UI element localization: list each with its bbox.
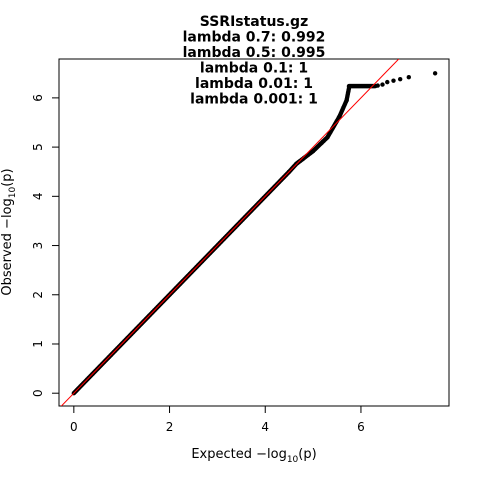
x-tick-label: 0 [70, 420, 78, 434]
title-line: lambda 0.1: 1 [200, 61, 308, 77]
y-tick-label: 4 [31, 193, 45, 201]
y-axis-label-log: −log [0, 198, 15, 229]
title-line: SSRIstatus.gz [200, 14, 308, 30]
title-line: lambda 0.5: 0.995 [183, 45, 326, 61]
title-line: lambda 0.001: 1 [190, 92, 318, 108]
data-point [406, 75, 411, 80]
y-axis-label-suffix: (p) [0, 168, 15, 186]
y-tick-label: 6 [31, 94, 45, 102]
x-axis-label-suffix: (p) [298, 447, 316, 462]
x-axis-label: Expected −log10(p) [191, 447, 316, 465]
x-axis-label-log: −log [256, 447, 287, 462]
title-line: lambda 0.01: 1 [195, 76, 313, 92]
y-tick-label: 5 [31, 143, 45, 151]
y-tick-label: 3 [31, 242, 45, 250]
x-axis-label-prefix: Expected [191, 447, 256, 462]
plot-frame [58, 58, 450, 407]
y-tick-label: 2 [31, 291, 45, 299]
data-point [380, 82, 385, 87]
y-axis-label-prefix: Observed [0, 229, 15, 296]
x-tick-label: 4 [261, 420, 269, 434]
title-line: lambda 0.7: 0.992 [183, 30, 326, 46]
data-point [375, 83, 380, 88]
data-point [397, 76, 403, 82]
y-axis-label: Observed −log10(p) [0, 168, 18, 295]
data-points [71, 71, 438, 396]
data-point [385, 79, 390, 85]
data-point [391, 78, 396, 83]
x-tick-label: 2 [166, 420, 174, 434]
x-axis-label-sub: 10 [287, 455, 299, 465]
data-point [432, 71, 438, 76]
y-axis-label-sub: 10 [8, 187, 18, 199]
y-axis: 0 1 2 3 4 5 6 [31, 94, 60, 397]
x-tick-label: 6 [357, 420, 365, 434]
x-axis: 0 2 4 6 [70, 405, 365, 434]
reference-line [60, 59, 400, 406]
y-tick-label: 1 [31, 340, 45, 348]
y-tick-label: 0 [31, 389, 45, 397]
